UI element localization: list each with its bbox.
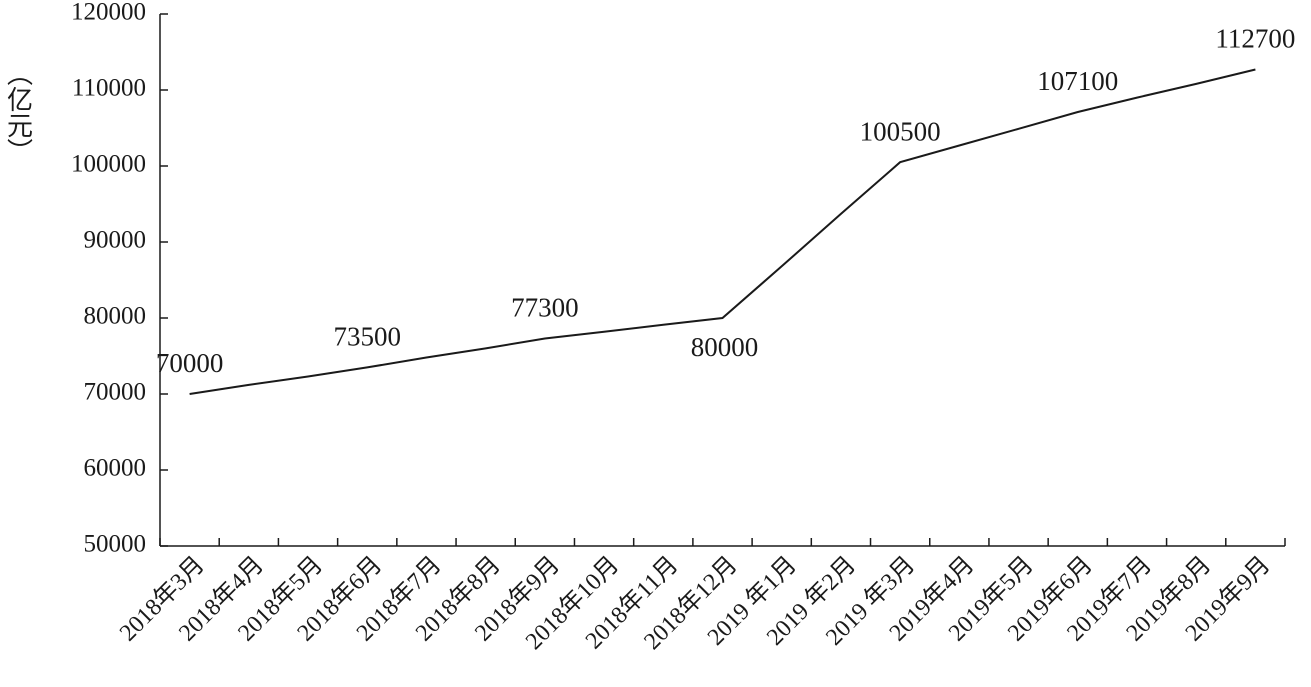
y-tick-label: 90000 [84,227,147,254]
y-tick-label: 60000 [84,455,147,482]
data-label: 73500 [333,322,401,352]
y-tick-label: 50000 [84,531,147,558]
y-axis-label: （亿元） [4,60,33,164]
y-tick-label: 120000 [71,0,146,26]
data-label: 80000 [691,332,759,362]
y-tick-label: 80000 [84,303,147,330]
data-label: 70000 [156,348,224,378]
y-tick-label: 110000 [72,75,146,102]
data-label: 77300 [511,293,579,323]
y-tick-label: 70000 [84,379,147,406]
line [189,68,1256,395]
data-label: 112700 [1215,24,1295,54]
data-label: 107100 [1037,66,1118,96]
y-tick-label: 100000 [71,151,146,178]
data-label: 100500 [860,116,941,146]
